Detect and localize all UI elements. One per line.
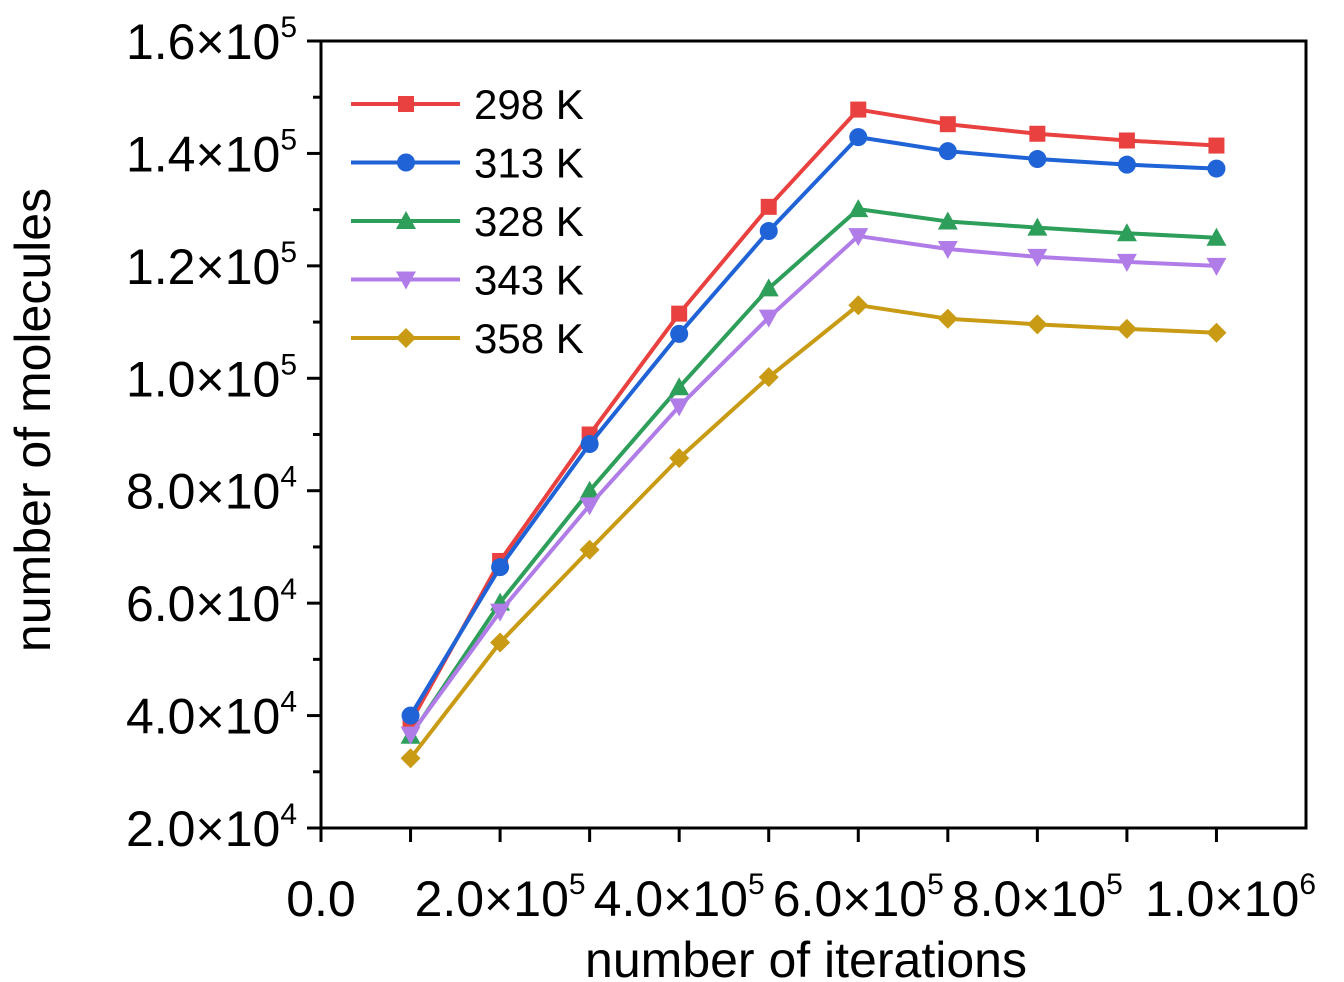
series-line — [408, 303, 1217, 760]
data-point-circle — [759, 222, 778, 241]
data-point-triangle-up — [848, 199, 869, 218]
legend-label: 358 K — [474, 315, 584, 362]
data-point-triangle-up — [1116, 223, 1137, 242]
data-point-triangle-down — [579, 497, 600, 516]
data-point-circle — [938, 142, 957, 161]
legend-item: 298 K — [351, 81, 584, 128]
data-point-triangle-down — [396, 271, 416, 290]
data-point-square — [1029, 125, 1046, 142]
y-axis-title: number of molecules — [5, 188, 61, 652]
data-point-diamond — [758, 367, 779, 388]
data-point-circle — [849, 128, 868, 147]
data-point-circle — [397, 153, 415, 172]
data-point-diamond — [490, 632, 511, 653]
y-tick-label: 1.2×105 — [126, 236, 297, 295]
y-tick-label: 8.0×104 — [126, 461, 297, 520]
legend-label: 298 K — [474, 81, 584, 128]
data-point-triangle-down — [758, 309, 779, 328]
data-point-triangle-down — [400, 726, 421, 745]
data-point-diamond — [1206, 322, 1227, 343]
series-line — [408, 135, 1217, 717]
data-point-circle — [670, 324, 689, 343]
y-tick-label: 1.0×105 — [126, 348, 297, 407]
data-point-square — [1208, 137, 1225, 154]
data-point-triangle-up — [937, 211, 958, 230]
data-point-triangle-up — [669, 377, 690, 396]
data-point-square — [850, 101, 867, 118]
data-point-diamond — [396, 328, 416, 348]
data-point-triangle-down — [1206, 257, 1227, 276]
data-point-square — [760, 198, 777, 215]
series-group — [400, 101, 1227, 769]
data-point-circle — [1207, 159, 1226, 178]
data-point-circle — [1028, 150, 1047, 169]
legend-item: 328 K — [351, 198, 584, 245]
series-line — [408, 207, 1217, 737]
y-axis: 2.0×104 4.0×104 6.0×104 8.0×104 1.0×105 1.2×1… — [126, 11, 321, 857]
legend-label: 343 K — [474, 257, 584, 304]
data-point-circle — [580, 435, 599, 454]
data-point-triangle-up — [579, 480, 600, 499]
series-328k — [400, 199, 1227, 744]
data-point-triangle-down — [1027, 248, 1048, 267]
data-point-diamond — [1116, 318, 1137, 339]
data-point-triangle-up — [1206, 227, 1227, 246]
data-point-triangle-up — [1027, 217, 1048, 236]
series-313k — [401, 128, 1226, 725]
series-line — [408, 234, 1217, 736]
data-point-triangle-down — [490, 603, 511, 622]
data-point-triangle-down — [669, 398, 690, 417]
legend: 298 K 313 K 328 K 343 K 358 K — [351, 81, 584, 362]
y-tick-label: 1.6×105 — [126, 11, 297, 70]
data-point-diamond — [400, 748, 421, 769]
data-point-square — [398, 96, 414, 112]
x-tick-label: 1.0×106 — [1145, 868, 1316, 927]
data-point-triangle-down — [1116, 253, 1137, 272]
data-point-circle — [401, 706, 420, 725]
x-tick-label: 0.0 — [286, 871, 356, 927]
data-point-triangle-up — [396, 211, 416, 229]
series-343k — [400, 228, 1227, 745]
data-point-diamond — [669, 448, 690, 469]
data-point-square — [671, 305, 688, 322]
series-358k — [400, 295, 1227, 769]
legend-label: 328 K — [474, 198, 584, 245]
data-point-square — [939, 116, 956, 133]
x-axis: 0.0 2.0×105 4.0×105 6.0×105 8.0×105 1.0×106 — [286, 828, 1316, 927]
x-tick-label: 2.0×105 — [415, 868, 586, 927]
x-tick-label: 8.0×105 — [952, 868, 1123, 927]
y-tick-label: 1.4×105 — [126, 123, 297, 182]
data-point-triangle-up — [758, 278, 779, 297]
data-point-diamond — [848, 295, 869, 316]
legend-item: 343 K — [351, 257, 584, 304]
legend-label: 313 K — [474, 140, 584, 187]
x-axis-title: number of iterations — [585, 932, 1027, 982]
data-point-diamond — [579, 539, 600, 560]
y-tick-label: 6.0×104 — [126, 573, 297, 632]
x-tick-label: 6.0×105 — [773, 868, 944, 927]
x-tick-label: 4.0×105 — [594, 868, 765, 927]
y-tick-label: 2.0×104 — [126, 798, 297, 857]
data-point-diamond — [937, 308, 958, 329]
data-point-circle — [1117, 155, 1136, 174]
legend-item: 313 K — [351, 140, 584, 187]
data-point-diamond — [1027, 314, 1048, 335]
data-point-circle — [491, 558, 510, 577]
data-point-triangle-down — [848, 228, 869, 247]
legend-item: 358 K — [351, 315, 584, 362]
y-tick-label: 4.0×104 — [126, 686, 297, 745]
data-point-triangle-down — [937, 240, 958, 259]
data-point-square — [1118, 132, 1135, 149]
series-line — [408, 107, 1217, 724]
